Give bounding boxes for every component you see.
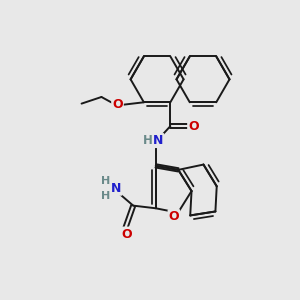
Text: H: H <box>101 176 110 187</box>
Text: O: O <box>112 98 123 111</box>
Text: N: N <box>153 134 163 147</box>
Text: N: N <box>111 182 122 195</box>
Text: H: H <box>101 190 110 201</box>
Text: H: H <box>142 134 152 147</box>
Text: O: O <box>122 227 132 241</box>
Text: O: O <box>169 210 179 223</box>
Text: O: O <box>188 120 199 133</box>
